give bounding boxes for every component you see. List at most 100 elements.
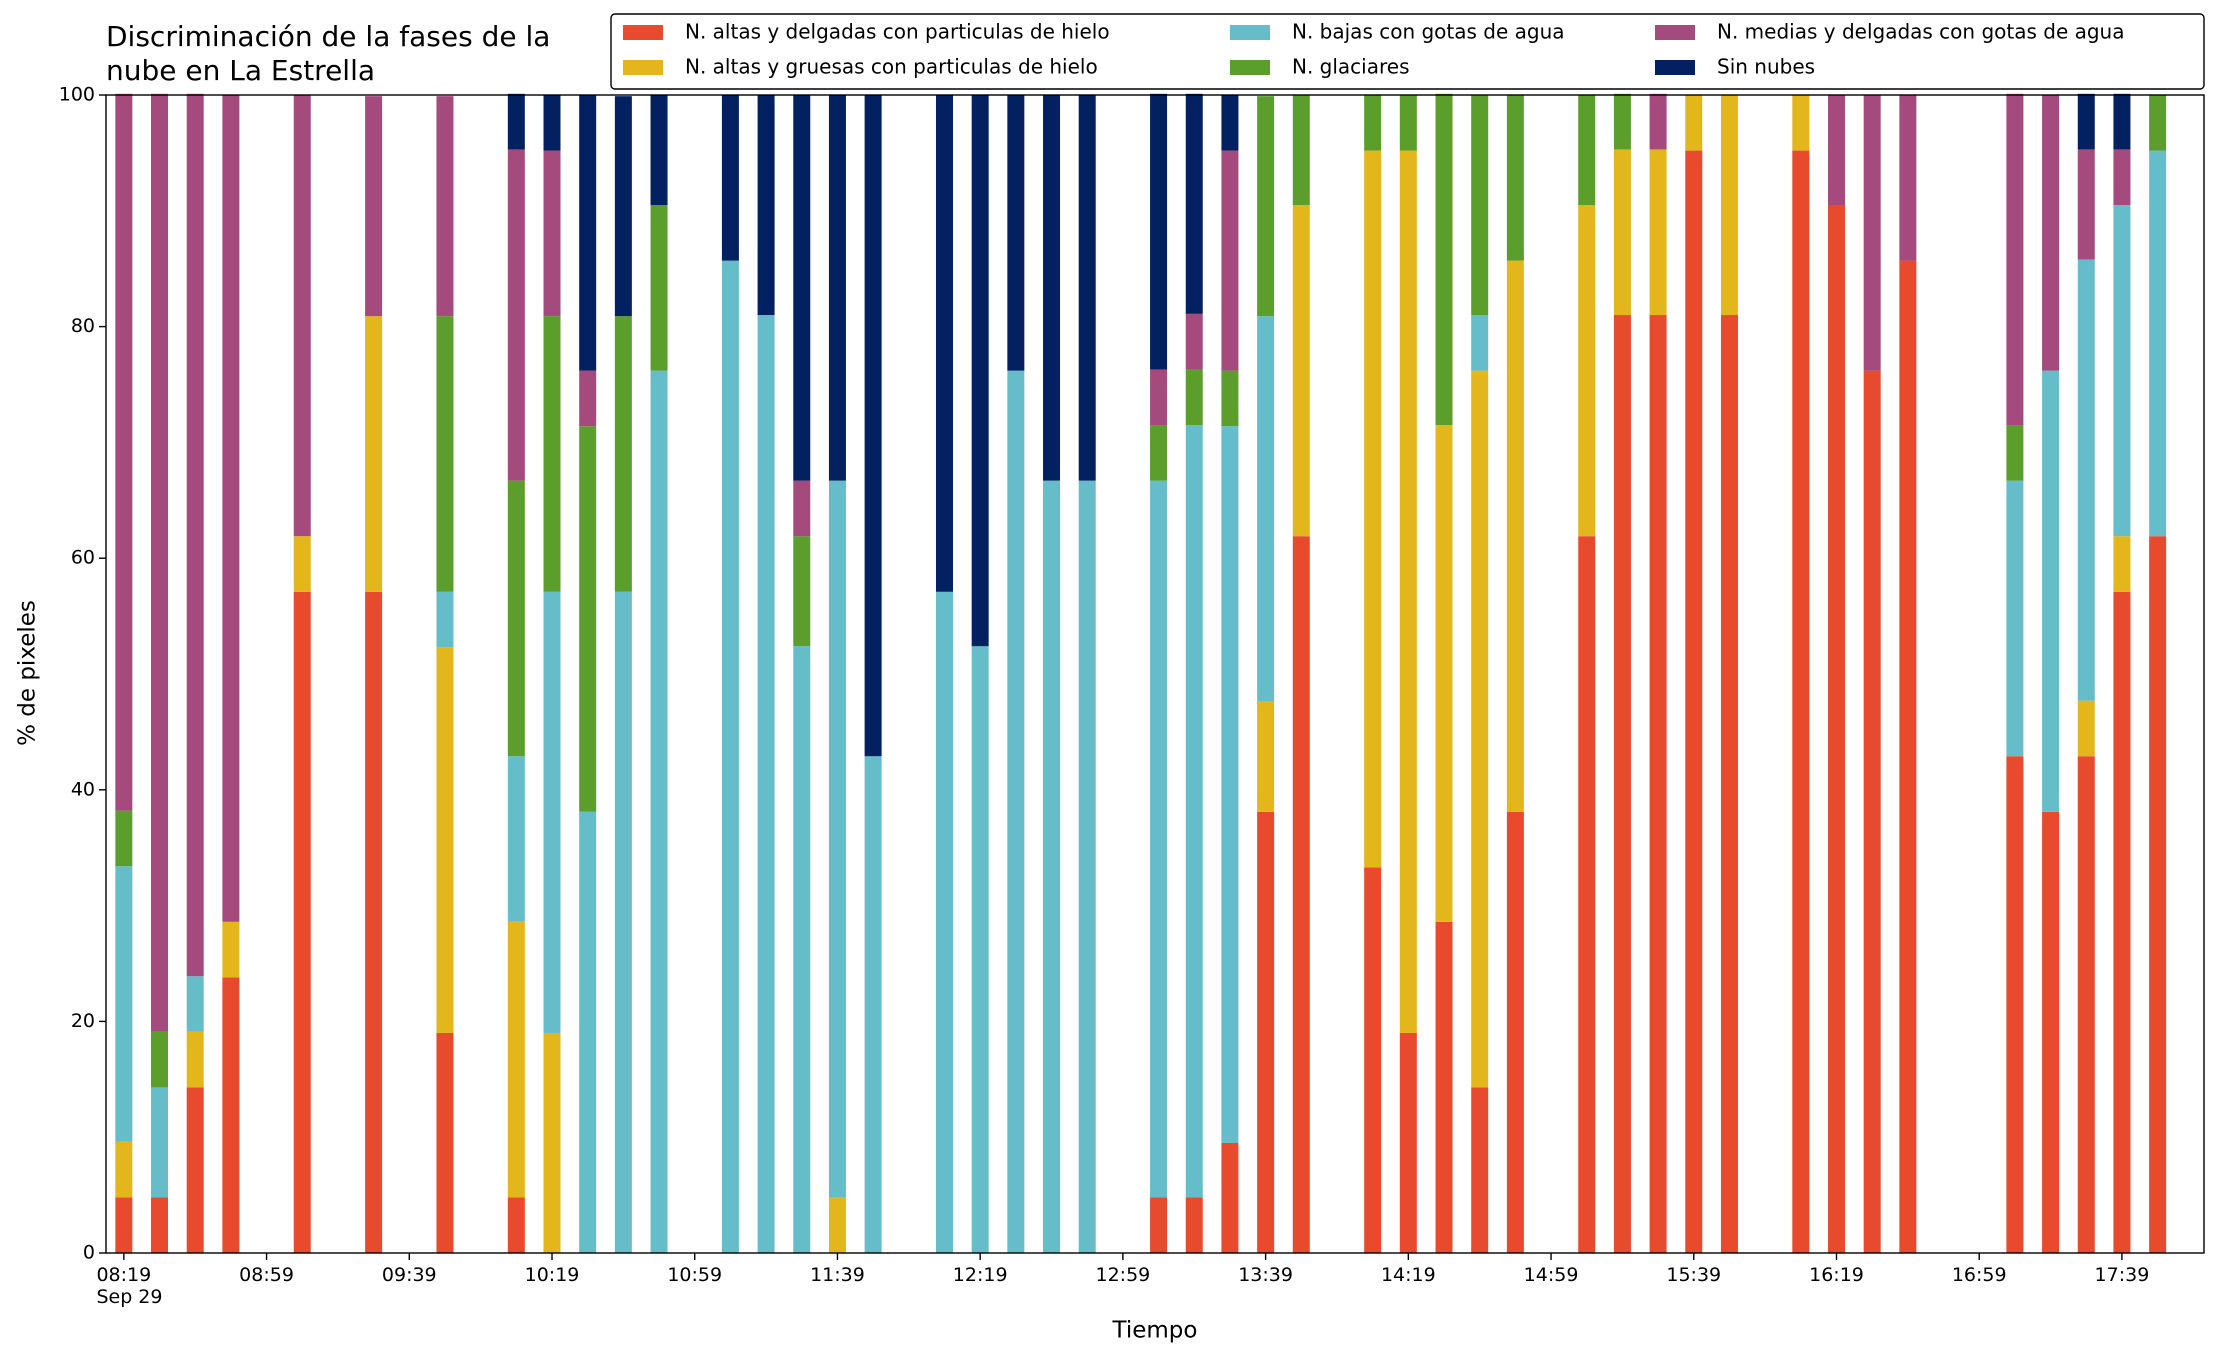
bar-segment — [614, 316, 632, 592]
x-tick-label: 09:39 — [381, 1264, 437, 1286]
y-tick-label: 20 — [71, 1010, 95, 1032]
y-axis-label: % de pixeles — [15, 600, 41, 746]
bar-segment — [1221, 95, 1239, 151]
x-tick-label: 13:39 — [1238, 1264, 1293, 1286]
bar-segment — [2149, 95, 2167, 151]
bar-segment — [1043, 95, 1061, 481]
bar-segment — [186, 1087, 204, 1253]
legend-swatch — [623, 60, 663, 75]
bar-segment — [507, 93, 525, 150]
bar-segment — [186, 1031, 204, 1088]
bar-segment — [293, 591, 311, 1253]
bar-segment — [1185, 369, 1203, 426]
bar-segment — [365, 591, 383, 1253]
bar-segment — [650, 370, 668, 1253]
bar-segment — [1221, 150, 1239, 371]
bar-segment — [115, 1197, 133, 1253]
bar-segment — [828, 480, 846, 1198]
bar-segment — [721, 260, 739, 1253]
bar-segment — [1221, 1142, 1239, 1253]
bar-segment — [2113, 93, 2131, 150]
bar-segment — [543, 150, 561, 317]
bar-segment — [1150, 369, 1168, 426]
bar-segment — [1185, 93, 1203, 314]
bar-segment — [2149, 150, 2167, 537]
y-tick-label: 0 — [83, 1242, 95, 1264]
bar-segment — [579, 811, 597, 1253]
bar-segment — [828, 95, 846, 481]
x-tick-label: 12:59 — [1095, 1264, 1151, 1286]
bar-segment — [650, 95, 668, 206]
bar-segment — [186, 93, 204, 977]
bar-segment — [1720, 95, 1738, 316]
legend: N. altas y delgadas con particulas de hi… — [610, 13, 2205, 90]
bar-segment — [2077, 149, 2095, 260]
bar-segment — [1078, 480, 1096, 1253]
bar-segment — [935, 591, 953, 1253]
x-tick-label: 14:59 — [1523, 1264, 1579, 1286]
y-tick-label: 40 — [71, 778, 95, 800]
bar-segment — [2113, 591, 2131, 1253]
bar-segment — [2042, 95, 2060, 371]
bar-segment — [1364, 150, 1382, 868]
bar-segment — [864, 95, 882, 757]
bar-segment — [1292, 205, 1310, 537]
bar-segment — [1435, 425, 1453, 922]
bar-segment — [222, 95, 240, 922]
bar-segment — [115, 93, 133, 811]
bar-segment — [1506, 260, 1524, 812]
bar-segment — [1185, 1197, 1203, 1253]
bar-segment — [1221, 370, 1239, 427]
bar-segment — [1720, 315, 1738, 1253]
bar-segment — [1257, 316, 1275, 702]
bar-segment — [1578, 205, 1596, 537]
bar-segment — [2006, 93, 2024, 426]
x-tick-label: 15:39 — [1666, 1264, 1722, 1286]
bar-segment — [1899, 95, 1917, 261]
x-axis-label: Tiempo — [1112, 1318, 1198, 1344]
bar-segment — [793, 480, 811, 537]
bar-segment — [1613, 93, 1631, 150]
legend-swatch — [623, 25, 663, 40]
bar-segment — [1150, 425, 1168, 481]
bar-segment — [1435, 921, 1453, 1253]
bar-segment — [721, 95, 739, 261]
legend-label: Sin nubes — [1717, 55, 1815, 79]
bar-segment — [1221, 426, 1239, 1143]
bar-segment — [1792, 150, 1810, 1254]
bar-segment — [115, 866, 133, 1142]
bar-segment — [1257, 701, 1275, 812]
y-tick-label: 100 — [59, 84, 95, 106]
x-tick-label: 16:19 — [1809, 1264, 1864, 1286]
bar-segment — [1506, 95, 1524, 261]
bar-segment — [507, 480, 525, 757]
bar-segment — [1007, 95, 1025, 371]
bar-segment — [828, 1197, 846, 1253]
bar-segment — [1185, 425, 1203, 1198]
bar-segment — [1827, 205, 1845, 1253]
bar-segment — [151, 1087, 169, 1198]
bar-segment — [115, 1141, 133, 1198]
bar-segment — [151, 93, 169, 1032]
bar-segment — [436, 591, 454, 648]
legend-label: N. glaciares — [1292, 55, 1410, 79]
bar-segment — [971, 646, 989, 1253]
bar-segment — [1685, 150, 1703, 1254]
chart-title: Discriminación de la fases de la nube en… — [106, 20, 551, 87]
bar-segment — [2077, 700, 2095, 757]
bar-segment — [2006, 480, 2024, 757]
bar-segment — [2006, 756, 2024, 1253]
bar-segment — [1078, 95, 1096, 481]
bar-segment — [507, 756, 525, 922]
legend-label: N. medias y delgadas con gotas de agua — [1717, 20, 2125, 44]
bar-segment — [507, 1197, 525, 1253]
bar-segment — [1899, 260, 1917, 1253]
bar-segment — [2113, 536, 2131, 592]
x-tick-label: 17:39 — [2094, 1264, 2150, 1286]
bar-segment — [614, 96, 632, 317]
bar-segment — [1613, 315, 1631, 1253]
legend-swatch — [1655, 60, 1695, 75]
legend-label: N. altas y delgadas con particulas de hi… — [685, 20, 1110, 44]
legend-swatch — [1655, 25, 1695, 40]
